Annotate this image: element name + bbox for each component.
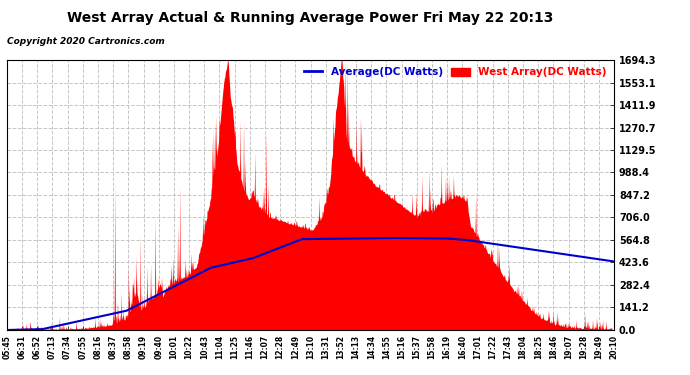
Text: West Array Actual & Running Average Power Fri May 22 20:13: West Array Actual & Running Average Powe…	[68, 11, 553, 25]
Legend: Average(DC Watts), West Array(DC Watts): Average(DC Watts), West Array(DC Watts)	[302, 65, 609, 80]
Text: Copyright 2020 Cartronics.com: Copyright 2020 Cartronics.com	[7, 38, 165, 46]
